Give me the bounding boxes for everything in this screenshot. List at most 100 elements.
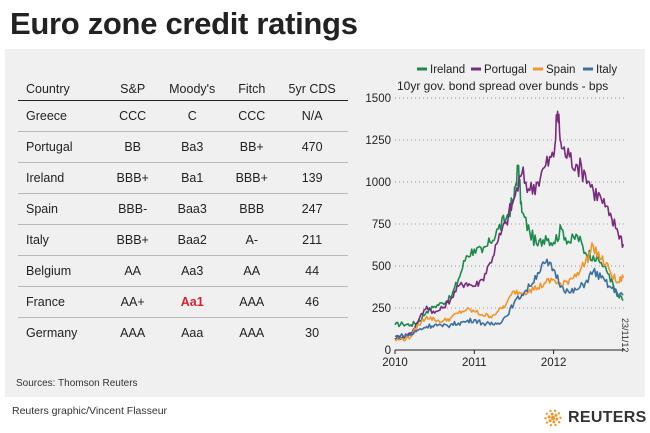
table-row: Spain BBB- Baa3 BBB 247 xyxy=(18,193,348,225)
logo-dot xyxy=(559,416,562,419)
y-tick-label-1250: 1250 xyxy=(365,135,391,147)
cell-fitch: AAA xyxy=(239,326,265,340)
logo-dot xyxy=(554,423,557,427)
series-line-spain xyxy=(394,242,625,342)
cell-country: France xyxy=(18,286,109,318)
cell-moodys: Baa2 xyxy=(157,224,228,256)
cell-cds: 211 xyxy=(276,224,348,256)
cell-sp: CCC xyxy=(108,100,158,132)
logo-dot xyxy=(552,420,556,424)
chart-title: 10yr gov. bond spread over bunds - bps xyxy=(397,79,608,93)
logo-dot xyxy=(554,413,558,417)
legend-label-ireland: Ireland xyxy=(430,64,465,76)
x-tick-label-2010: 2010 xyxy=(382,357,408,369)
graphic-credit: Reuters graphic/Vincent Flasseur xyxy=(12,405,168,417)
logo-dot xyxy=(544,417,547,420)
header-country: Country xyxy=(18,78,109,101)
cell-moodys: Aaa xyxy=(181,326,204,340)
cell-cds: 247 xyxy=(276,193,348,225)
logo-dot xyxy=(549,424,553,427)
y-tick-label-1500: 1500 xyxy=(365,93,391,105)
reuters-logo: REUTERS xyxy=(543,408,647,428)
cell-fitch: BBB xyxy=(227,193,277,225)
cell-country: Ireland xyxy=(18,162,109,194)
series-line-italy xyxy=(394,258,624,340)
cell-fitch: CCC xyxy=(227,100,277,132)
cell-sp: BBB- xyxy=(108,193,158,225)
logo-dot xyxy=(548,419,552,423)
cell-cds: 139 xyxy=(276,162,348,194)
logo-dot xyxy=(557,421,561,424)
reuters-logo-icon xyxy=(544,409,562,427)
logo-dot xyxy=(545,412,549,415)
cell-sp: AA+ xyxy=(108,286,158,318)
legend-label-italy: Italy xyxy=(596,64,617,76)
series-line-portugal xyxy=(394,110,625,341)
cell-cds: 30 xyxy=(305,326,320,340)
ratings-table: Country S&P Moody's Fitch 5yr CDS Greece… xyxy=(18,78,348,348)
y-tick-label-750: 750 xyxy=(372,219,391,231)
cell-fitch: BBB+ xyxy=(227,162,277,194)
cell-moodys-highlight: Aa1 xyxy=(157,286,228,318)
y-tick-label-500: 500 xyxy=(372,261,391,273)
page-title: Euro zone credit ratings xyxy=(10,6,358,41)
date-stamp: 23/11/12 xyxy=(620,318,630,353)
cell-cds: N/A xyxy=(276,100,348,132)
table-row: France AA+ Aa1 AAA 46 xyxy=(18,286,348,318)
x-tick-label-2012: 2012 xyxy=(541,357,567,369)
logo-dot xyxy=(550,412,554,416)
logo-dot xyxy=(555,417,559,421)
logo-dot xyxy=(549,409,552,413)
cell-cds: 470 xyxy=(276,131,348,163)
table-row: Italy BBB+ Baa2 A- 211 xyxy=(18,224,348,256)
legend-label-spain: Spain xyxy=(546,64,575,76)
table-row: Greece CCC C CCC N/A xyxy=(18,100,348,132)
cell-sp: BBB+ xyxy=(108,162,158,194)
cell-country: Portugal xyxy=(18,131,109,163)
header-moodys: Moody's xyxy=(157,78,228,101)
cell-sp: AA xyxy=(108,255,158,287)
table-row: Belgium AA Aa3 AA 44 xyxy=(18,255,348,287)
header-fitch: Fitch xyxy=(227,78,277,101)
cell-fitch: AAA xyxy=(227,286,277,318)
header-cds: 5yr CDS xyxy=(276,78,348,101)
y-tick-label-250: 250 xyxy=(372,303,391,315)
x-tick-label-2011: 2011 xyxy=(462,357,487,369)
cell-cds: 44 xyxy=(276,255,348,287)
reuters-logo-text: REUTERS xyxy=(568,409,647,426)
cell-cds: 46 xyxy=(276,286,348,318)
y-tick-label-1000: 1000 xyxy=(365,177,391,189)
cell-moodys: Aa3 xyxy=(157,255,228,287)
cell-fitch: BB+ xyxy=(227,131,277,163)
series-line-ireland xyxy=(394,164,624,328)
cell-moodys: C xyxy=(157,100,228,132)
logo-dot xyxy=(545,421,549,424)
cell-sp: BB xyxy=(108,131,158,163)
cell-country: Greece xyxy=(18,100,109,132)
cell-moodys: Ba1 xyxy=(157,162,228,194)
legend-label-portugal: Portugal xyxy=(484,64,527,76)
table-header-row: Country S&P Moody's Fitch 5yr CDS xyxy=(18,78,348,101)
cell-country: Germany xyxy=(26,326,78,340)
cell-country: Italy xyxy=(18,224,109,256)
logo-dot xyxy=(553,409,557,412)
cell-country: Spain xyxy=(18,193,109,225)
table-row: Ireland BBB+ Ba1 BBB+ 139 xyxy=(18,162,348,194)
y-tick-label-0: 0 xyxy=(385,345,391,357)
cell-sp: AAA xyxy=(120,326,146,340)
logo-dot xyxy=(557,412,561,415)
cell-country: Belgium xyxy=(18,255,109,287)
cell-fitch: A- xyxy=(227,224,277,256)
logo-dot xyxy=(547,415,551,419)
table-row: Portugal BB Ba3 BB+ 470 xyxy=(18,131,348,163)
table-row: Germany AAA Aaa AAA 30 xyxy=(18,318,348,349)
cell-moodys: Baa3 xyxy=(157,193,228,225)
header-sp: S&P xyxy=(108,78,158,101)
cell-sp: BBB+ xyxy=(108,224,158,256)
logo-dot xyxy=(550,415,556,421)
sources-note: Sources: Thomson Reuters xyxy=(16,378,138,389)
bond-spread-chart: 10yr gov. bond spread over bunds - bps02… xyxy=(365,64,625,369)
cell-fitch: AA xyxy=(227,255,277,287)
cell-moodys: Ba3 xyxy=(157,131,228,163)
